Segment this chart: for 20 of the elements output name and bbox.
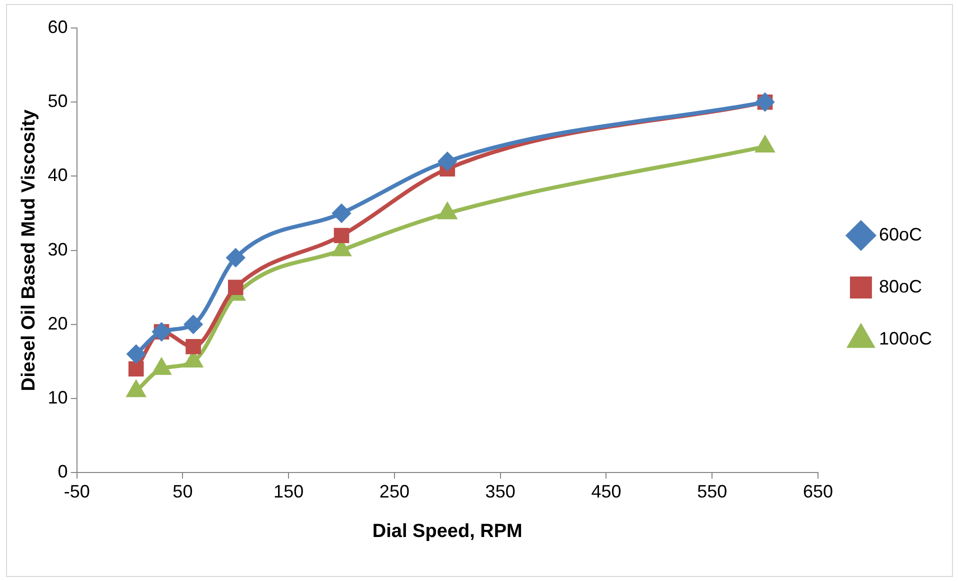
x-tick-label: 650 (802, 481, 833, 502)
y-tick-label: 40 (48, 165, 68, 186)
x-tick-label: -50 (64, 481, 90, 502)
x-tick-label: 150 (274, 481, 304, 502)
legend-label: 60oC (878, 224, 922, 244)
x-tick-label: 450 (591, 481, 622, 502)
y-tick-label: 0 (58, 462, 68, 482)
y-tick-label: 60 (48, 16, 68, 37)
x-tick-label: 550 (697, 481, 728, 502)
y-axis-title: Diesel Oil Based Mud Viscosity (18, 109, 40, 392)
x-tick-label: 350 (485, 481, 516, 502)
y-tick-label: 50 (48, 91, 68, 112)
x-axis-title: Dial Speed, RPM (372, 520, 522, 542)
x-tick-label: 250 (379, 481, 410, 502)
y-tick-label: 30 (48, 239, 68, 260)
y-tick-label: 20 (48, 313, 68, 334)
x-tick-label: 50 (172, 481, 193, 502)
legend-label: 80oC (878, 276, 922, 296)
y-tick-label: 10 (48, 387, 68, 408)
legend-label: 100oC (878, 328, 932, 348)
